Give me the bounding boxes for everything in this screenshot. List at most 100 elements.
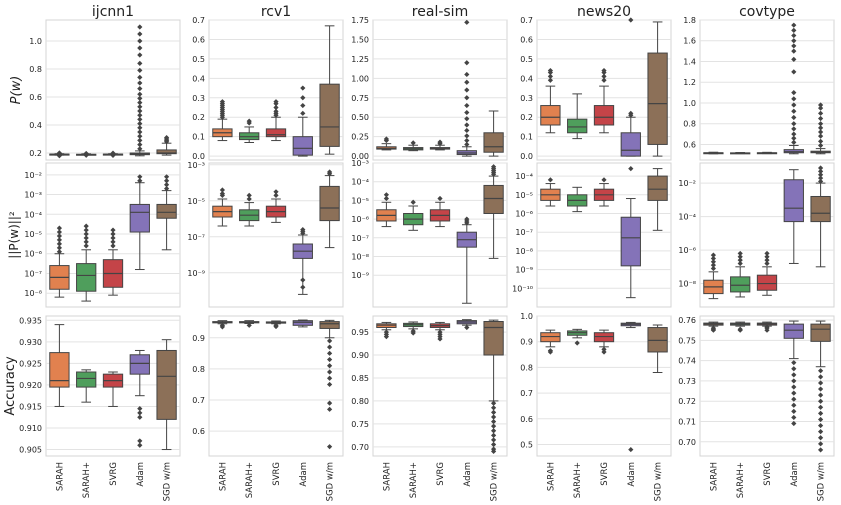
y-tick-label: 0.6 (520, 415, 533, 424)
outlier-point (56, 225, 62, 231)
box-sgd-w-m (319, 83, 340, 147)
box-adam (783, 323, 804, 339)
outlier-point (137, 137, 143, 143)
x-tick-label: SARAH+ (409, 462, 419, 498)
outlier-point (764, 327, 770, 333)
y-tick-label: 1.0 (520, 312, 533, 321)
outlier-point (273, 192, 279, 198)
box-sarah (540, 332, 561, 343)
y-tick-label: 0.6 (192, 427, 205, 436)
y-tick-label: 0.25 (351, 133, 369, 142)
y-tick-label: 1.0 (29, 37, 42, 46)
outlier-point (300, 284, 306, 290)
y-tick-label: 10⁻⁵ (24, 230, 42, 239)
outlier-point (273, 323, 279, 330)
y-tick-label: 0.75 (678, 336, 696, 345)
outlier-point (818, 404, 824, 410)
y-tick-label: 0.1 (520, 133, 533, 142)
outlier-point (464, 324, 470, 331)
y-tick-label: 10⁻³ (351, 159, 369, 168)
outlier-point (791, 43, 797, 49)
outlier-point (710, 252, 716, 258)
y-tick-label: 0.8 (683, 120, 696, 129)
outlier-point (110, 231, 116, 237)
outlier-point (327, 169, 333, 175)
outlier-point (464, 87, 470, 93)
outlier-point (764, 260, 770, 267)
y-tick-label: 0.2 (192, 113, 205, 122)
y-tick-label: 10⁻⁴ (515, 172, 533, 181)
outlier-point (737, 260, 743, 267)
outlier-point (491, 418, 497, 425)
outlier-point (300, 227, 306, 233)
y-tick-label: 0.2 (29, 149, 42, 158)
outlier-point (764, 250, 770, 257)
outlier-point (437, 336, 443, 342)
box-sgd-w-m (810, 323, 831, 342)
box-sgd-w-m (156, 349, 177, 420)
outlier-point (56, 150, 62, 156)
outlier-point (83, 150, 89, 157)
y-tick-label: 1.8 (683, 16, 696, 25)
outlier-point (818, 368, 824, 374)
y-tick-label: 10⁻⁶ (351, 215, 369, 224)
y-tick-label: 10⁻⁸ (24, 289, 42, 298)
outlier-point (327, 344, 333, 350)
outlier-point (464, 71, 470, 78)
outlier-point (137, 116, 143, 122)
outlier-point (164, 186, 170, 192)
y-tick-label: 10⁻⁹ (187, 269, 205, 278)
box-sgd-w-m (483, 321, 504, 356)
y-tick-label: 10⁻⁴ (351, 178, 369, 187)
y-tick-label: 10⁻⁹ (351, 271, 369, 280)
outlier-point (818, 416, 824, 423)
box-svrg (593, 332, 615, 343)
y-tick-label: 0.4 (192, 74, 205, 83)
outlier-point (791, 56, 797, 63)
outlier-point (818, 429, 824, 435)
box-svrg (593, 105, 615, 126)
outlier-point (410, 330, 416, 336)
outlier-point (818, 125, 824, 131)
outlier-point (710, 327, 716, 333)
y-tick-label: 10⁻⁵ (187, 197, 205, 206)
outlier-point (164, 135, 170, 141)
box-sgd-w-m (483, 132, 504, 153)
outlier-point (628, 166, 634, 172)
x-tick-label: SARAH (546, 462, 556, 491)
x-tick-label: Adam (627, 462, 637, 487)
y-tick-label: 10⁻² (24, 171, 42, 180)
outlier-point (547, 73, 553, 79)
outlier-point (219, 324, 225, 330)
column-title-rcv1: rcv1 (261, 4, 291, 20)
column-title-news20: news20 (577, 4, 631, 20)
outlier-point (547, 177, 553, 183)
outlier-point (710, 255, 716, 262)
outlier-point (818, 422, 824, 429)
outlier-point (300, 95, 306, 101)
outlier-point (56, 229, 62, 235)
y-tick-label: 1.25 (351, 55, 369, 64)
outlier-point (791, 22, 797, 28)
outlier-point (327, 381, 333, 388)
outlier-point (710, 262, 716, 268)
x-tick-label: Adam (299, 462, 309, 487)
box-sgd-w-m (319, 321, 340, 329)
y-tick-label: 0.905 (19, 446, 42, 455)
outlier-point (791, 126, 797, 132)
outlier-point (246, 192, 252, 198)
y-tick-label: 0.3 (520, 94, 533, 103)
outlier-point (791, 96, 797, 102)
y-tick-label: 0.8 (520, 363, 533, 372)
outlier-point (137, 95, 143, 101)
y-tick-label: 10⁻⁶ (24, 250, 42, 259)
outlier-point (737, 254, 743, 260)
outlier-point (56, 249, 62, 255)
outlier-point (601, 177, 607, 183)
outlier-point (137, 133, 143, 139)
y-tick-label: 0.8 (29, 65, 42, 74)
panel-frame-1-1 (208, 162, 344, 308)
box-sgd-w-m (647, 175, 668, 201)
outlier-point (491, 437, 497, 443)
x-tick-label: SARAH (709, 462, 719, 491)
